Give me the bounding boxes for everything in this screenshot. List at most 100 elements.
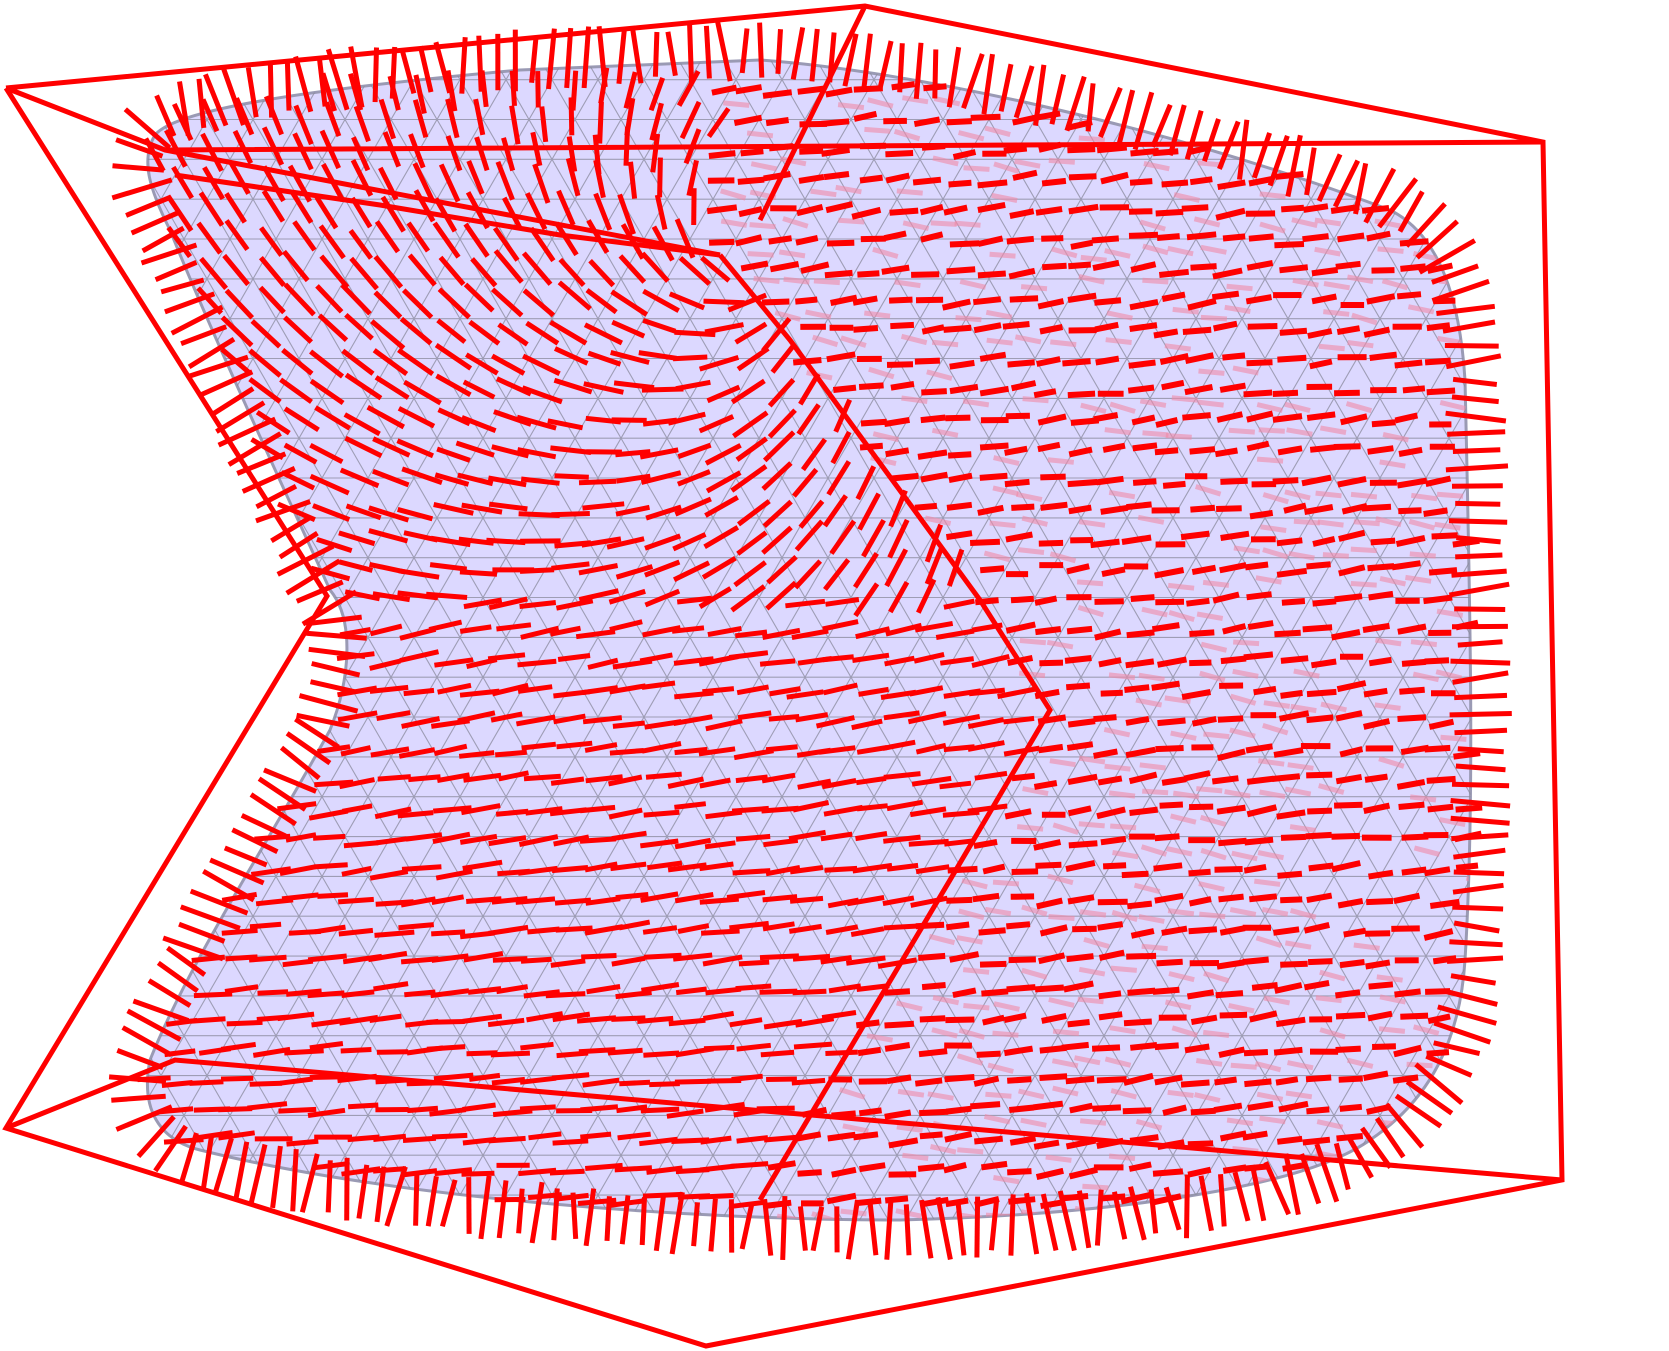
boundary-glyph bbox=[241, 466, 296, 494]
field-glyph bbox=[952, 149, 977, 161]
field-glyph bbox=[597, 101, 604, 144]
field-glyph bbox=[1400, 1012, 1429, 1020]
field-glyph bbox=[738, 206, 763, 218]
field-glyph bbox=[1191, 715, 1217, 727]
field-glyph bbox=[556, 189, 576, 226]
back-glyph bbox=[963, 1003, 990, 1011]
boundary-glyph bbox=[166, 945, 207, 977]
field-glyph bbox=[261, 126, 285, 166]
field-glyph bbox=[793, 1041, 833, 1050]
boundary-glyph bbox=[1202, 118, 1221, 162]
back-glyph bbox=[1353, 519, 1380, 527]
back-glyph bbox=[1168, 609, 1195, 623]
field-glyph bbox=[1161, 291, 1186, 302]
field-glyph bbox=[1128, 208, 1153, 215]
field-glyph bbox=[437, 682, 472, 695]
boundary-glyph bbox=[665, 31, 678, 77]
field-glyph bbox=[1431, 532, 1458, 540]
field-glyph bbox=[974, 770, 1008, 781]
field-glyph bbox=[1154, 567, 1185, 579]
field-glyph bbox=[856, 745, 888, 755]
boundary-glyph bbox=[1008, 1194, 1016, 1256]
field-glyph bbox=[1214, 866, 1243, 873]
field-glyph bbox=[859, 174, 883, 184]
boundary-glyph bbox=[1449, 711, 1512, 718]
field-glyph bbox=[281, 348, 314, 376]
field-glyph bbox=[1335, 1045, 1361, 1053]
field-glyph bbox=[760, 1049, 795, 1058]
field-glyph bbox=[735, 234, 763, 247]
boundary-glyph bbox=[270, 514, 313, 544]
back-glyph bbox=[986, 337, 1013, 346]
field-glyph bbox=[1009, 208, 1035, 219]
field-glyph bbox=[1455, 804, 1483, 813]
back-glyph bbox=[774, 310, 801, 322]
field-glyph bbox=[1219, 1130, 1247, 1142]
boundary-glyph bbox=[1283, 1153, 1301, 1216]
field-glyph bbox=[920, 414, 946, 424]
field-glyph bbox=[488, 1135, 526, 1144]
field-glyph bbox=[637, 1015, 674, 1024]
field-glyph bbox=[791, 467, 819, 498]
boundary-glyph bbox=[1425, 1053, 1473, 1078]
field-glyph bbox=[463, 282, 495, 313]
field-glyph bbox=[519, 600, 557, 609]
boundary-glyph bbox=[249, 792, 297, 827]
field-glyph bbox=[1220, 655, 1247, 665]
back-glyph bbox=[1105, 337, 1132, 345]
field-glyph bbox=[1331, 860, 1361, 873]
back-glyph bbox=[1015, 491, 1043, 503]
boundary-glyph bbox=[810, 1206, 825, 1252]
field-glyph bbox=[462, 1102, 496, 1112]
field-glyph bbox=[1336, 680, 1367, 693]
field-glyph bbox=[1182, 326, 1212, 335]
back-glyph bbox=[955, 315, 982, 323]
boundary-glyph bbox=[616, 27, 627, 84]
field-glyph bbox=[1424, 357, 1451, 366]
field-glyph bbox=[285, 832, 317, 843]
field-glyph bbox=[586, 219, 610, 254]
field-glyph bbox=[496, 984, 529, 995]
boundary-glyph bbox=[639, 1197, 647, 1246]
field-glyph bbox=[224, 219, 250, 252]
field-glyph bbox=[1216, 804, 1246, 815]
field-glyph bbox=[1154, 892, 1184, 904]
field-glyph bbox=[493, 249, 524, 284]
field-glyph bbox=[703, 298, 745, 306]
field-glyph bbox=[340, 745, 372, 757]
boundary-glyph bbox=[179, 904, 241, 931]
back-glyph bbox=[867, 97, 894, 109]
field-glyph bbox=[552, 1138, 589, 1146]
field-glyph bbox=[222, 253, 251, 287]
field-glyph bbox=[1242, 1130, 1268, 1141]
field-glyph bbox=[908, 838, 949, 847]
field-glyph bbox=[640, 470, 682, 485]
boundary-glyph bbox=[111, 177, 173, 201]
field-glyph bbox=[584, 924, 624, 936]
field-glyph bbox=[915, 864, 950, 875]
field-glyph bbox=[412, 99, 429, 138]
back-glyph bbox=[1288, 550, 1315, 561]
field-glyph bbox=[677, 442, 712, 459]
field-glyph bbox=[882, 895, 915, 907]
field-glyph bbox=[220, 1075, 254, 1082]
field-glyph bbox=[798, 173, 825, 184]
back-glyph bbox=[902, 95, 929, 105]
field-glyph bbox=[584, 1162, 623, 1171]
field-glyph bbox=[675, 379, 711, 392]
field-glyph bbox=[673, 656, 714, 666]
field-glyph bbox=[795, 234, 819, 246]
boundary-glyph bbox=[1452, 376, 1498, 387]
field-glyph bbox=[797, 778, 832, 790]
field-glyph bbox=[457, 710, 496, 724]
field-glyph bbox=[374, 375, 410, 400]
boundary-glyph bbox=[1449, 939, 1503, 948]
field-glyph bbox=[1188, 926, 1218, 935]
field-glyph bbox=[853, 110, 878, 122]
back-glyph bbox=[1434, 521, 1461, 531]
field-glyph bbox=[340, 1047, 372, 1054]
field-glyph bbox=[1011, 503, 1035, 511]
field-glyph bbox=[829, 519, 857, 555]
field-glyph bbox=[952, 987, 977, 999]
field-glyph bbox=[1216, 505, 1242, 512]
